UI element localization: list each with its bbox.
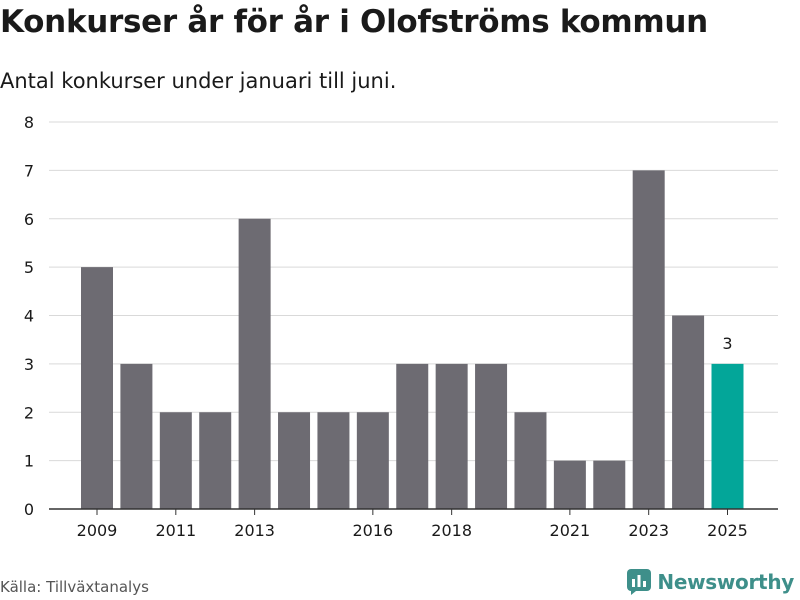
chart-title: Konkurser år för år i Olofströms kommun <box>0 4 708 40</box>
bar-2013 <box>238 218 271 509</box>
x-tick-label: 2013 <box>234 521 275 540</box>
brand-logo: Newsworthy <box>627 567 794 597</box>
chart-subtitle: Antal konkurser under januari till juni. <box>0 69 397 93</box>
bar-2017 <box>396 363 429 509</box>
newsworthy-logo-icon <box>627 569 652 595</box>
bar-2018 <box>435 363 468 509</box>
bar-2019 <box>475 363 508 509</box>
data-label-2025: 3 <box>722 334 732 353</box>
bar-chart: 0 1 2 3 4 5 6 7 8 3 2009 2011 2013 2016 2018 2021 2023 20… <box>24 113 778 540</box>
y-tick-label: 7 <box>24 161 34 180</box>
bar-2016 <box>356 412 389 509</box>
y-tick-label: 3 <box>24 355 34 374</box>
bar-2025 <box>711 363 744 509</box>
x-tick-label: 2016 <box>352 521 393 540</box>
bar-2010 <box>120 363 153 509</box>
bar-2023 <box>632 170 665 509</box>
bar-2021 <box>553 460 586 509</box>
y-tick-label: 2 <box>24 403 34 422</box>
y-tick-label: 8 <box>24 113 34 132</box>
x-tick-label: 2021 <box>550 521 591 540</box>
bar-2011 <box>159 412 192 509</box>
x-tick-label: 2009 <box>77 521 118 540</box>
source-note: Källa: Tillväxtanalys <box>0 578 149 596</box>
bar-2014 <box>278 412 311 509</box>
bar-2015 <box>317 412 350 509</box>
brand-name: Newsworthy <box>657 570 794 594</box>
bar-2020 <box>514 412 547 509</box>
bar-2024 <box>672 315 705 509</box>
bar-2012 <box>199 412 232 509</box>
y-tick-label: 4 <box>24 307 34 326</box>
x-tick-label: 2018 <box>431 521 472 540</box>
y-tick-label: 5 <box>24 258 34 277</box>
x-tick-label: 2025 <box>707 521 748 540</box>
x-tick-label: 2023 <box>628 521 669 540</box>
x-tick-label: 2011 <box>155 521 196 540</box>
bar-2022 <box>593 460 626 509</box>
bar-2009 <box>81 267 113 509</box>
y-tick-label: 6 <box>24 210 34 229</box>
y-tick-label: 0 <box>24 500 34 519</box>
y-tick-label: 1 <box>24 452 34 471</box>
